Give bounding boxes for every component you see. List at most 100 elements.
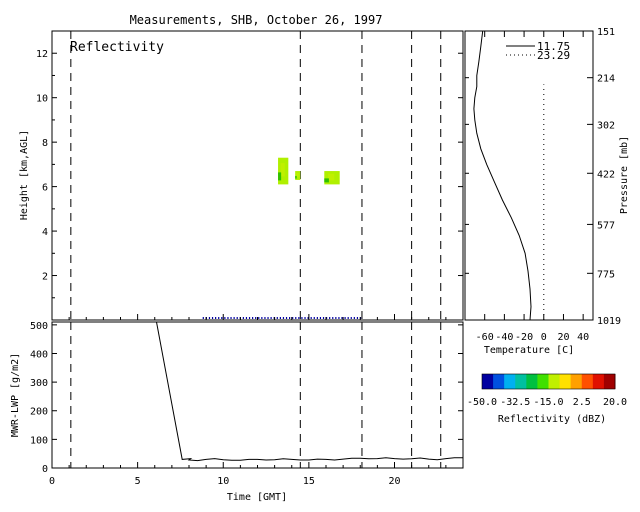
colorbar-cell	[581, 374, 586, 389]
surface-echo	[344, 317, 346, 319]
colorbar-cell	[603, 374, 608, 389]
surface-echo	[215, 317, 217, 319]
surface-echo	[310, 317, 312, 319]
surface-echo	[353, 317, 355, 319]
lwp-frame	[51, 321, 464, 469]
temperature-tick-label: 40	[577, 332, 589, 343]
colorbar-cell	[565, 374, 569, 389]
colorbar-cell	[506, 374, 511, 389]
surface-echo	[245, 317, 248, 319]
colorbar-cell	[548, 374, 552, 389]
time-tick-label: 20	[388, 476, 400, 487]
surface-echo	[218, 317, 220, 319]
colorbar-cell	[542, 374, 547, 389]
colorbar-cell	[529, 374, 533, 389]
colorbar-cell	[587, 374, 591, 389]
echo-edge	[278, 172, 282, 181]
reflectivity-frame	[51, 30, 464, 321]
surface-echo	[350, 317, 352, 319]
surface-echo	[307, 317, 309, 319]
colorbar-tick-label: 2.5	[573, 397, 591, 408]
lwp-tick-label: 200	[30, 407, 48, 418]
colorbar-cell	[484, 374, 489, 389]
height-tick-label: 6	[42, 183, 48, 194]
colorbar-frame	[481, 373, 616, 390]
colorbar-cell	[559, 374, 563, 389]
surface-echo	[258, 317, 260, 319]
time-tick-label: 15	[303, 476, 315, 487]
lwp-tick-label: 300	[30, 378, 48, 389]
echo-edge	[295, 175, 297, 179]
surface-echo	[329, 317, 331, 319]
surface-echo	[211, 317, 214, 319]
surface-echo	[208, 317, 211, 319]
pressure-tick-label: 151	[597, 27, 615, 38]
colorbar-cell	[520, 374, 525, 389]
echo-core	[328, 173, 335, 181]
height-tick-label: 10	[36, 94, 48, 105]
colorbar-cell	[545, 374, 549, 389]
surface-echo	[313, 317, 315, 319]
time-tick-label: 5	[135, 476, 141, 487]
pressure-axis-label: Pressure [mb]	[619, 136, 630, 214]
surface-echo	[285, 317, 288, 319]
surface-echo	[295, 317, 297, 319]
echo-edge	[324, 178, 329, 183]
colorbar-tick-label: -50.0	[467, 397, 497, 408]
colorbar-cell	[606, 374, 610, 389]
colorbar-cell	[584, 374, 588, 389]
colorbar-cell	[570, 374, 574, 389]
temperature-frame	[464, 30, 594, 321]
colorbar-cell	[512, 374, 516, 389]
colorbar-cell	[493, 374, 497, 389]
colorbar-cell	[490, 374, 494, 389]
colorbar-cell	[590, 374, 594, 389]
temperature-tick-label: 20	[557, 332, 569, 343]
surface-echo	[322, 317, 325, 319]
colorbar-cell	[540, 374, 544, 389]
pressure-tick-label: 422	[597, 169, 615, 180]
height-tick-label: 8	[42, 138, 48, 149]
time-tick-label: 0	[49, 476, 55, 487]
colorbar-cell	[556, 374, 561, 389]
colorbar-cell	[504, 374, 508, 389]
time-tick-label: 10	[217, 476, 229, 487]
pressure-tick-label: 1019	[597, 316, 621, 327]
surface-echo	[304, 317, 306, 319]
echo-core	[280, 163, 285, 177]
lwp-tick-label: 100	[30, 435, 48, 446]
lwp-tick-label: 400	[30, 349, 48, 360]
temperature-tick-label: 0	[541, 332, 547, 343]
surface-echo	[341, 317, 343, 319]
colorbar-label: Reflectivity (dBZ)	[498, 414, 606, 425]
height-tick-label: 4	[42, 227, 48, 238]
surface-echo	[267, 317, 269, 319]
pressure-tick-label: 214	[597, 74, 615, 85]
surface-echo	[276, 317, 278, 319]
temperature-tick-label: -60	[476, 332, 494, 343]
reflectivity-colorbar: -50.0 -32.5 -15.0 2.5 20.0 Reflectivity (dBZ…	[467, 373, 627, 425]
colorbar-cell	[526, 374, 530, 389]
surface-echo	[270, 317, 272, 319]
colorbar-cell	[573, 374, 577, 389]
surface-echo	[289, 317, 291, 319]
legend-label-2: 23.29	[537, 49, 570, 62]
surface-echo	[319, 317, 322, 319]
colorbar-cell	[551, 374, 555, 389]
surface-echo	[356, 317, 359, 319]
surface-echo	[242, 317, 244, 319]
colorbar-cell	[592, 374, 597, 389]
reflectivity-panel-label: Reflectivity	[70, 40, 164, 55]
pressure-tick-label: 302	[597, 120, 615, 131]
height-tick-label: 2	[42, 272, 48, 283]
pressure-tick-label: 775	[597, 269, 615, 280]
surface-echo	[301, 317, 303, 319]
colorbar-cell	[612, 374, 616, 389]
colorbar-cell	[509, 374, 513, 389]
colorbar-cell	[531, 374, 536, 389]
lwp-panel: MWR-LWP [g/m2] Time [GMT] 01002003004005…	[10, 314, 464, 503]
surface-echo	[264, 317, 266, 319]
surface-echo	[248, 317, 251, 319]
colorbar-cell	[482, 374, 486, 389]
lwp-tick-label: 0	[42, 464, 48, 475]
